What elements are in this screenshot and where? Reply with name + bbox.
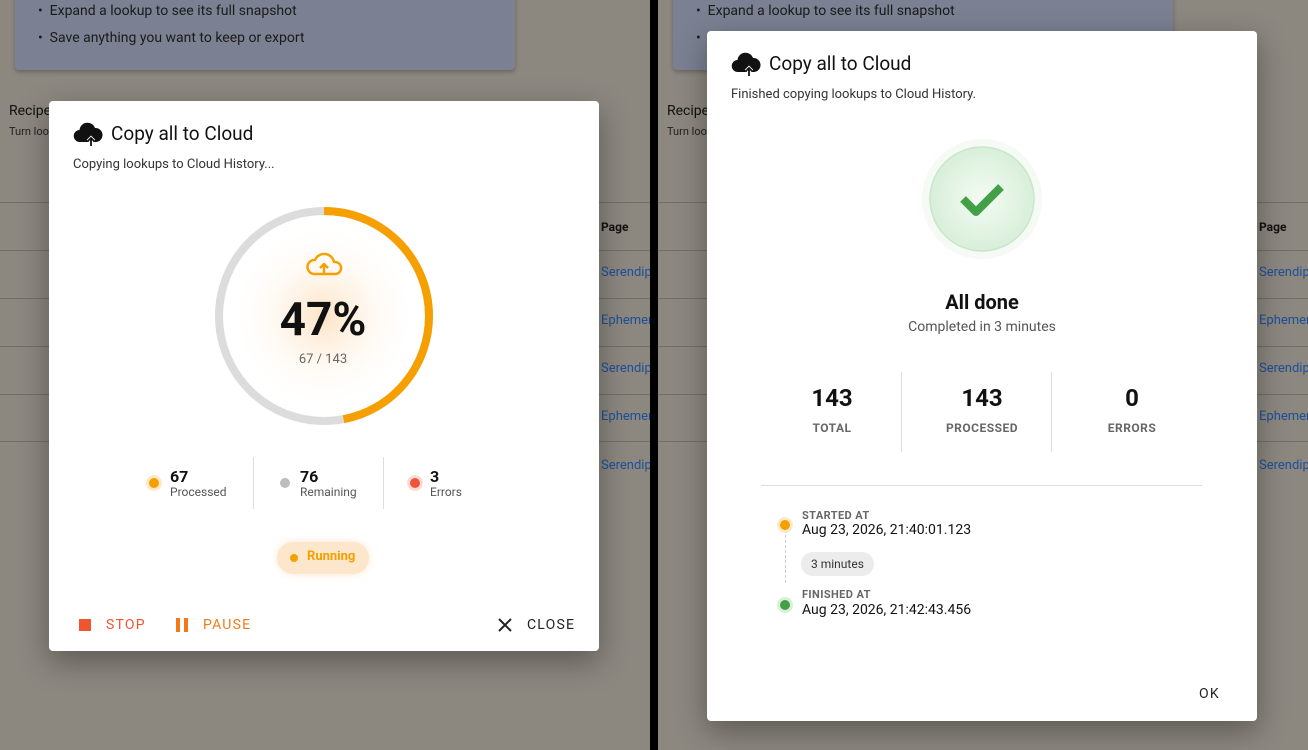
stat-value: 143 <box>811 384 853 412</box>
link[interactable]: Serendip <box>601 361 650 376</box>
started-label: STARTED AT <box>802 509 870 522</box>
progress-ring <box>215 207 433 425</box>
stat-value: 67 <box>170 467 189 486</box>
info-card <box>15 0 515 70</box>
pause-icon[interactable] <box>176 618 180 632</box>
done-dialog: Copy all to Cloud Finished copying looku… <box>707 31 1257 721</box>
link[interactable]: Ephemer <box>601 313 650 328</box>
stat-label: PROCESSED <box>945 421 1019 435</box>
column-header: Page <box>601 220 629 234</box>
started-time: Aug 23, 2026, 21:40:01.123 <box>802 522 972 538</box>
finished-time: Aug 23, 2026, 21:42:43.456 <box>802 602 972 618</box>
upload-icon <box>306 252 343 276</box>
ring-glow <box>229 221 419 411</box>
finished-label: FINISHED AT <box>802 588 871 601</box>
link[interactable]: Serendip <box>1259 458 1308 473</box>
stat-label: Processed <box>170 485 227 499</box>
section-subtitle: Turn loo <box>667 125 707 138</box>
divider <box>383 457 384 509</box>
cloud-icon <box>731 52 761 76</box>
link[interactable]: Ephemer <box>601 409 650 424</box>
separator <box>761 485 1202 486</box>
close-button[interactable]: CLOSE <box>527 617 576 633</box>
ok-button[interactable]: OK <box>1199 686 1220 702</box>
status-dot <box>410 478 420 488</box>
stat-value: 0 <box>1125 384 1139 412</box>
progress-count: 67 / 143 <box>298 352 348 367</box>
done-heading: All done <box>945 290 1019 314</box>
stop-icon[interactable] <box>79 619 91 631</box>
duration-chip: 3 minutes <box>801 552 874 576</box>
timeline-line <box>785 535 786 583</box>
dialog-title: Copy all to Cloud <box>769 52 912 75</box>
stat-value: 76 <box>300 467 319 486</box>
dialog-subtitle: Copying lookups to Cloud History... <box>73 157 275 172</box>
progress-percent: 47% <box>279 293 367 347</box>
stat-label: Errors <box>430 485 462 499</box>
timeline-dot <box>780 520 790 530</box>
section-subtitle: Turn loo <box>9 125 49 138</box>
link[interactable]: Ephemer <box>1259 409 1308 424</box>
divider <box>1051 372 1052 452</box>
close-icon[interactable] <box>497 617 513 633</box>
divider <box>901 372 902 452</box>
bullet: • Save anything you want to keep or expo… <box>38 30 305 46</box>
progress-dialog: Copy all to Cloud Copying lookups to Clo… <box>49 101 599 651</box>
timeline-dot <box>780 600 790 610</box>
stat-label: ERRORS <box>1107 421 1157 435</box>
cloud-icon <box>73 122 103 146</box>
stat-value: 3 <box>430 467 440 486</box>
bullet-text: Save anything you want to keep or export <box>49 30 305 46</box>
column-header: Page <box>1259 220 1287 234</box>
dialog-subtitle: Finished copying lookups to Cloud Histor… <box>731 87 977 102</box>
link[interactable]: Serendip <box>601 458 650 473</box>
pause-button[interactable]: PAUSE <box>203 617 252 633</box>
right-panel: • Expand a lookup to see its full snapsh… <box>658 0 1308 750</box>
done-subheading: Completed in 3 minutes <box>908 319 1056 335</box>
status-text: Running <box>307 549 356 564</box>
link[interactable]: Ephemer <box>1259 313 1308 328</box>
chip-dot <box>290 554 298 562</box>
section-title: Recipe <box>9 103 52 119</box>
bullet: • Expand a lookup to see its full snapsh… <box>696 3 955 19</box>
ring-progress <box>215 207 433 425</box>
dialog-title: Copy all to Cloud <box>111 122 254 145</box>
stat-label: Remaining <box>300 485 357 499</box>
bullet-text: Expand a lookup to see its full snapshot <box>49 3 297 19</box>
link[interactable]: Serendip <box>601 265 650 280</box>
link[interactable]: Serendip <box>1259 265 1308 280</box>
status-dot <box>149 478 159 488</box>
success-icon <box>922 139 1042 259</box>
divider <box>253 457 254 509</box>
section-title: Recipe <box>667 103 710 119</box>
stop-button[interactable]: STOP <box>106 617 146 633</box>
bullet: • Expand a lookup to see its full snapsh… <box>38 3 297 19</box>
bullet-text: Expand a lookup to see its full snapshot <box>707 3 955 19</box>
stat-label: TOTAL <box>812 421 852 435</box>
stat-value: 143 <box>961 384 1003 412</box>
status-dot <box>280 478 290 488</box>
link[interactable]: Serendip <box>1259 361 1308 376</box>
left-panel: • Expand a lookup to see its full snapsh… <box>0 0 650 750</box>
